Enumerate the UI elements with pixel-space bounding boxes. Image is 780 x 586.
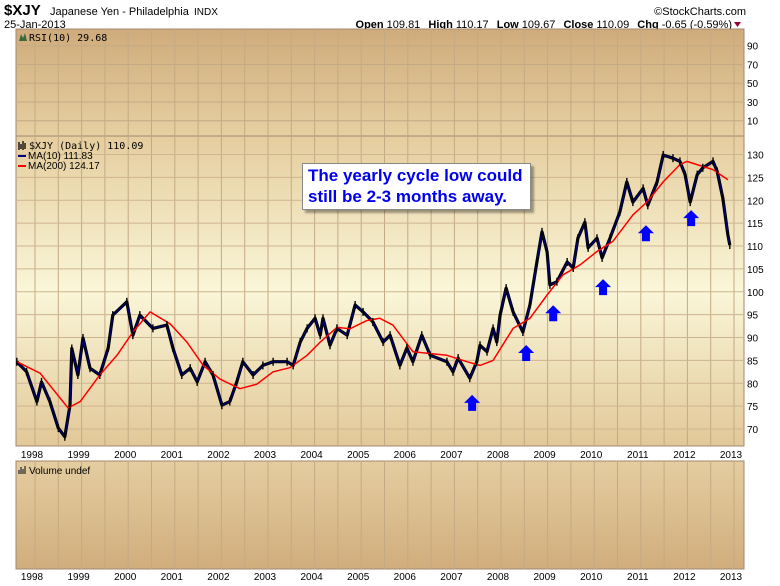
year-tick-label: 1998 <box>21 572 44 583</box>
year-tick-label: 1999 <box>67 572 90 583</box>
annotation-line-2: still be 2-3 months away. <box>308 187 508 206</box>
year-tick-label: 2003 <box>254 572 277 583</box>
price-legend: $XJY (Daily) 110.09 MA(10) 111.83 MA(200… <box>18 141 143 172</box>
security-name: Japanese Yen - Philadelphia <box>50 6 190 18</box>
rsi-tick-label: 10 <box>747 117 759 128</box>
year-tick-label: 2013 <box>720 572 743 583</box>
up-arrow-icon <box>637 225 654 242</box>
quote-line: Open 109.81 High 110.17 Low 109.67 Close 110… <box>356 19 732 31</box>
ma10-line <box>16 154 731 438</box>
price-tick-label: 130 <box>747 151 764 162</box>
year-tick-label: 2007 <box>440 572 463 583</box>
copyright: ©StockCharts.com <box>654 6 746 18</box>
rsi-legend: RSI(10) 29.68 <box>19 33 107 44</box>
price-tick-label: 80 <box>747 379 759 390</box>
exchange: INDX <box>194 7 218 18</box>
up-arrow-icon <box>518 345 535 362</box>
year-tick-label: 2004 <box>300 572 323 583</box>
price-tick-label: 100 <box>747 288 764 299</box>
price-tick-label: 125 <box>747 173 764 184</box>
year-tick-label: 2012 <box>673 450 696 461</box>
price-plot <box>15 150 732 441</box>
volume-legend: Volume undef <box>18 466 90 477</box>
price-tick-label: 105 <box>747 265 764 276</box>
price-tick-label: 115 <box>747 219 763 230</box>
price-tick-label: 70 <box>747 425 759 436</box>
year-tick-label: 2013 <box>720 450 743 461</box>
year-tick-label: 2005 <box>347 450 370 461</box>
open-value: 109.81 <box>387 19 421 31</box>
symbol: $XJY <box>4 2 41 19</box>
close-label: Close <box>563 19 593 31</box>
volume-title: Volume undef <box>29 466 90 477</box>
price-tick-label: 110 <box>747 242 763 253</box>
low-label: Low <box>497 19 519 31</box>
annotation-line-1: The yearly cycle low could <box>308 166 523 185</box>
year-tick-label: 2000 <box>114 572 137 583</box>
year-tick-label: 2001 <box>161 450 184 461</box>
rsi-panel <box>15 28 745 137</box>
year-tick-label: 2003 <box>254 450 277 461</box>
chg-value: -0.65 (-0.59%) <box>662 19 732 31</box>
volume-bars-icon <box>18 466 26 474</box>
rsi-tick-label: 70 <box>747 60 759 71</box>
year-tick-label: 2002 <box>207 450 230 461</box>
price-tick-label: 120 <box>747 196 764 207</box>
price-bars-icon <box>18 141 26 150</box>
low-value: 109.67 <box>522 19 556 31</box>
open-label: Open <box>356 19 384 31</box>
annotation-box: The yearly cycle low could still be 2-3 … <box>302 163 531 210</box>
year-tick-label: 2004 <box>300 450 323 461</box>
year-tick-label: 2002 <box>207 572 230 583</box>
year-tick-label: 2006 <box>394 572 417 583</box>
ma10-swatch <box>18 155 26 157</box>
up-arrow-icon <box>545 305 562 322</box>
close-value: 110.09 <box>596 19 629 31</box>
price-tick-label: 75 <box>747 402 759 413</box>
rsi-tick-label: 50 <box>747 79 759 90</box>
year-tick-label: 2006 <box>394 450 417 461</box>
down-triangle-icon <box>734 22 741 27</box>
year-tick-label: 2011 <box>627 450 649 461</box>
price-title: $XJY (Daily) 110.09 <box>29 141 143 152</box>
rsi-title: RSI(10) 29.68 <box>29 33 107 44</box>
up-arrow-icon <box>595 279 612 296</box>
year-tick-label: 2008 <box>487 572 510 583</box>
year-tick-label: 1999 <box>67 450 90 461</box>
year-tick-label: 1998 <box>21 450 44 461</box>
year-tick-label: 2005 <box>347 572 370 583</box>
up-arrow-icon <box>464 394 481 411</box>
price-tick-label: 95 <box>747 311 759 322</box>
ma200-legend: MA(200) 124.17 <box>28 161 100 172</box>
chart-date: 25-Jan-2013 <box>4 19 66 31</box>
price-tick-label: 85 <box>747 356 759 367</box>
rsi-tick-label: 90 <box>747 42 759 53</box>
high-value: 110.17 <box>456 19 489 31</box>
up-arrow-icon <box>683 210 700 227</box>
year-tick-label: 2011 <box>627 572 649 583</box>
year-tick-label: 2009 <box>533 450 556 461</box>
ma200-swatch <box>18 165 26 167</box>
year-tick-label: 2008 <box>487 450 510 461</box>
price-tick-label: 90 <box>747 334 759 345</box>
volume-panel <box>15 460 745 570</box>
year-tick-label: 2000 <box>114 450 137 461</box>
ma10-legend: MA(10) 111.83 <box>28 151 93 162</box>
year-tick-label: 2010 <box>580 572 603 583</box>
year-tick-label: 2010 <box>580 450 603 461</box>
year-tick-label: 2012 <box>673 572 696 583</box>
year-tick-label: 2009 <box>533 572 556 583</box>
chg-label: Chg <box>637 19 658 31</box>
year-tick-label: 2001 <box>161 572 184 583</box>
year-tick-label: 2007 <box>440 450 463 461</box>
high-label: High <box>428 19 453 31</box>
rsi-tick-label: 30 <box>747 98 759 109</box>
axis-labels: 90 70 50 30 10 130 125 120 115 110 105 100 95 90 85 80 7… <box>21 42 764 583</box>
rsi-indicator-icon <box>19 33 27 41</box>
